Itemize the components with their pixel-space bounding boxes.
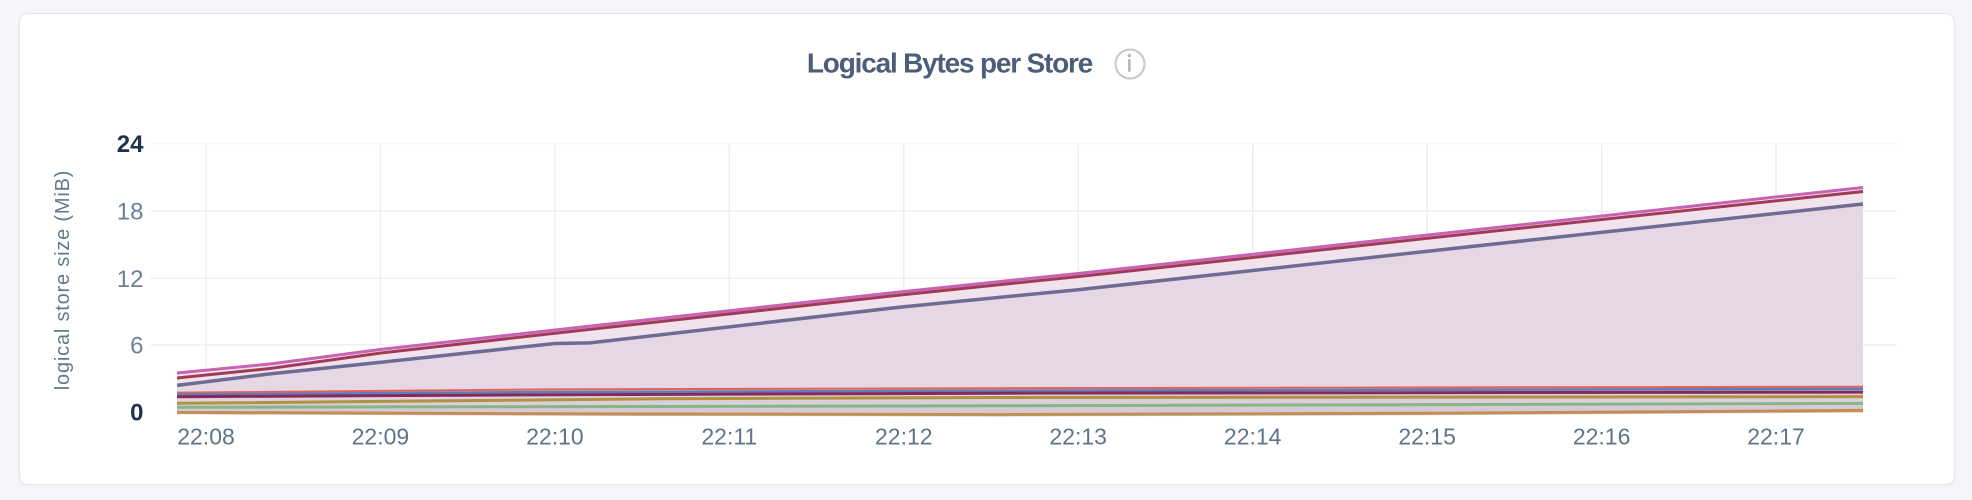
svg-text:22:13: 22:13 bbox=[1049, 424, 1107, 450]
svg-text:logical store size (MiB): logical store size (MiB) bbox=[52, 170, 74, 390]
svg-text:22:09: 22:09 bbox=[352, 424, 410, 450]
svg-text:22:11: 22:11 bbox=[701, 424, 757, 450]
svg-text:22:10: 22:10 bbox=[526, 424, 584, 450]
svg-text:22:12: 22:12 bbox=[875, 424, 933, 450]
svg-text:22:08: 22:08 bbox=[177, 424, 235, 450]
svg-text:0: 0 bbox=[130, 400, 143, 427]
svg-text:18: 18 bbox=[117, 199, 144, 226]
svg-text:12: 12 bbox=[117, 266, 144, 293]
svg-text:22:15: 22:15 bbox=[1398, 424, 1456, 450]
svg-text:24: 24 bbox=[117, 131, 144, 158]
svg-text:22:17: 22:17 bbox=[1747, 424, 1805, 450]
svg-text:6: 6 bbox=[130, 333, 143, 360]
svg-text:22:16: 22:16 bbox=[1573, 424, 1631, 450]
svg-text:Logical Bytes per Store: Logical Bytes per Store bbox=[807, 48, 1093, 79]
svg-text:22:14: 22:14 bbox=[1224, 424, 1282, 450]
